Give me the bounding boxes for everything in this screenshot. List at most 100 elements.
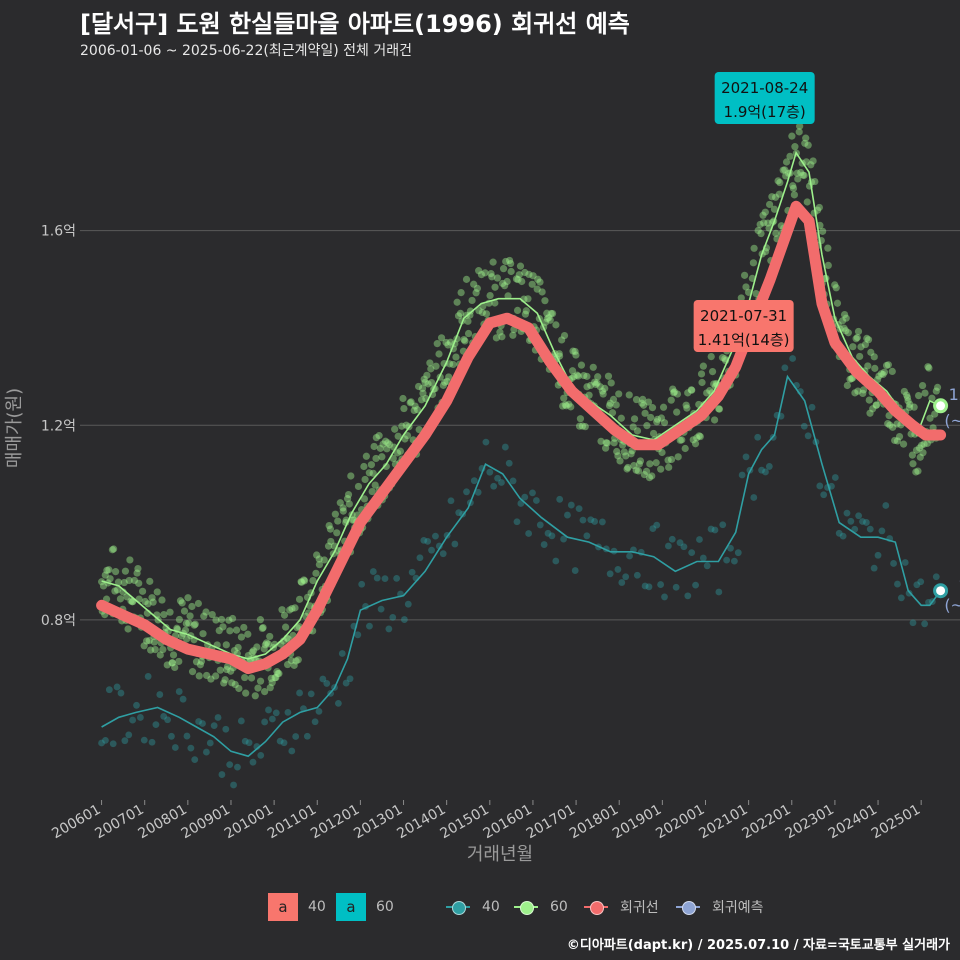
scatter-point-60	[199, 630, 207, 638]
scatter-point-60	[560, 394, 568, 402]
scatter-point-60	[619, 441, 627, 449]
scatter-point-60	[410, 406, 418, 415]
scatter-point-60	[103, 566, 111, 574]
scatter-point-60	[524, 295, 532, 303]
x-tick-label: 201101	[265, 802, 319, 843]
scatter-point-40	[540, 541, 548, 548]
scatter-point-60	[439, 381, 447, 389]
scatter-point-60	[698, 378, 706, 387]
scatter-point-40	[358, 580, 366, 588]
scatter-point-60	[240, 623, 248, 632]
scatter-point-60	[919, 449, 927, 457]
scatter-point-60	[683, 404, 691, 412]
scatter-point-60	[272, 673, 280, 682]
scatter-point-60	[695, 432, 703, 440]
scatter-point-40	[319, 675, 327, 683]
x-tick-label: 202101	[696, 802, 750, 843]
scatter-point-60	[633, 427, 642, 435]
scatter-point-60	[659, 403, 668, 411]
scatter-point-40	[734, 549, 742, 557]
scatter-point-60	[381, 437, 390, 445]
scatter-point-60	[354, 482, 363, 491]
scatter-point-60	[681, 444, 689, 453]
scatter-point-60	[931, 410, 939, 418]
scatter-point-60	[112, 568, 120, 576]
scatter-point-40	[152, 721, 160, 729]
scatter-point-60	[466, 311, 474, 319]
scatter-point-60	[616, 457, 624, 465]
scatter-point-60	[928, 394, 936, 402]
scatter-point-60	[546, 316, 554, 324]
scatter-point-40	[866, 525, 874, 533]
scatter-point-60	[594, 373, 602, 381]
scatter-point-40	[105, 686, 113, 694]
scatter-point-60	[180, 607, 189, 615]
scatter-point-40	[657, 581, 665, 588]
legend-label: 60	[376, 899, 394, 915]
scatter-point-40	[548, 532, 556, 540]
scatter-point-40	[226, 761, 234, 769]
scatter-point-60	[382, 462, 390, 471]
scatter-point-40	[672, 583, 680, 591]
scatter-point-40	[750, 494, 758, 501]
scatter-point-60	[185, 619, 193, 627]
scatter-point-40	[661, 593, 668, 601]
scatter-point-60	[223, 662, 232, 671]
scatter-point-40	[664, 542, 672, 550]
scatter-point-60	[869, 405, 877, 413]
scatter-point-60	[606, 399, 614, 407]
scatter-point-60	[592, 380, 600, 389]
scatter-point-60	[933, 383, 942, 391]
scatter-point-60	[183, 635, 191, 643]
scatter-point-60	[220, 679, 228, 687]
scatter-point-60	[597, 437, 605, 445]
x-tick-label: 201601	[481, 802, 535, 843]
scatter-point-60	[906, 400, 914, 408]
scatter-point-40	[334, 699, 342, 707]
scatter-point-60	[889, 423, 897, 431]
scatter-point-60	[481, 269, 489, 277]
scatter-point-60	[905, 403, 914, 412]
scatter-point-60	[134, 564, 142, 573]
scatter-point-60	[665, 463, 673, 471]
scatter-point-40	[195, 718, 203, 725]
scatter-point-40	[618, 579, 626, 586]
scatter-point-40	[133, 701, 140, 709]
scatter-point-40	[684, 592, 692, 600]
scatter-point-60	[863, 334, 871, 342]
scatter-point-60	[379, 440, 387, 448]
scatter-point-60	[754, 226, 762, 235]
scatter-point-60	[345, 500, 353, 508]
scatter-point-60	[149, 598, 157, 606]
annotations: 12,376 (~60㎡) 8,600 (~40㎡) 2021-08-24 1.9억(17…	[693, 72, 960, 615]
scatter-point-60	[168, 659, 176, 667]
scatter-point-60	[151, 646, 159, 654]
scatter-point-60	[217, 615, 226, 624]
scatter-point-60	[657, 465, 665, 473]
scatter-point-40	[575, 505, 583, 513]
scatter-point-60	[847, 375, 856, 383]
x-tick-label: 200701	[92, 802, 146, 843]
scatter-point-60	[824, 261, 832, 270]
scatter-point-60	[516, 262, 525, 270]
scatter-point-60	[453, 298, 461, 306]
scatter-point-40	[245, 739, 253, 747]
scatter-point-40	[668, 535, 676, 543]
end-marker	[933, 583, 949, 599]
scatter-point-60	[393, 449, 402, 457]
scatter-point-60	[402, 421, 410, 429]
x-tick-label: 201701	[524, 802, 578, 843]
scatter-point-60	[865, 396, 873, 404]
scatter-point-60	[175, 657, 183, 666]
scatter-point-60	[842, 327, 850, 335]
scatter-point-60	[578, 422, 587, 430]
scatter-point-60	[565, 400, 573, 408]
scatter-point-60	[684, 389, 692, 397]
scatter-point-60	[261, 641, 269, 649]
scatter-point-60	[326, 525, 335, 533]
legend-line-item-forecast: 회귀예측	[676, 892, 764, 922]
x-tick-labels: 2006012007012008012009012010012011012012…	[49, 802, 923, 843]
legend-swatch	[446, 893, 470, 921]
legend-key-a: a	[268, 893, 298, 921]
scatter-point-60	[275, 669, 283, 678]
